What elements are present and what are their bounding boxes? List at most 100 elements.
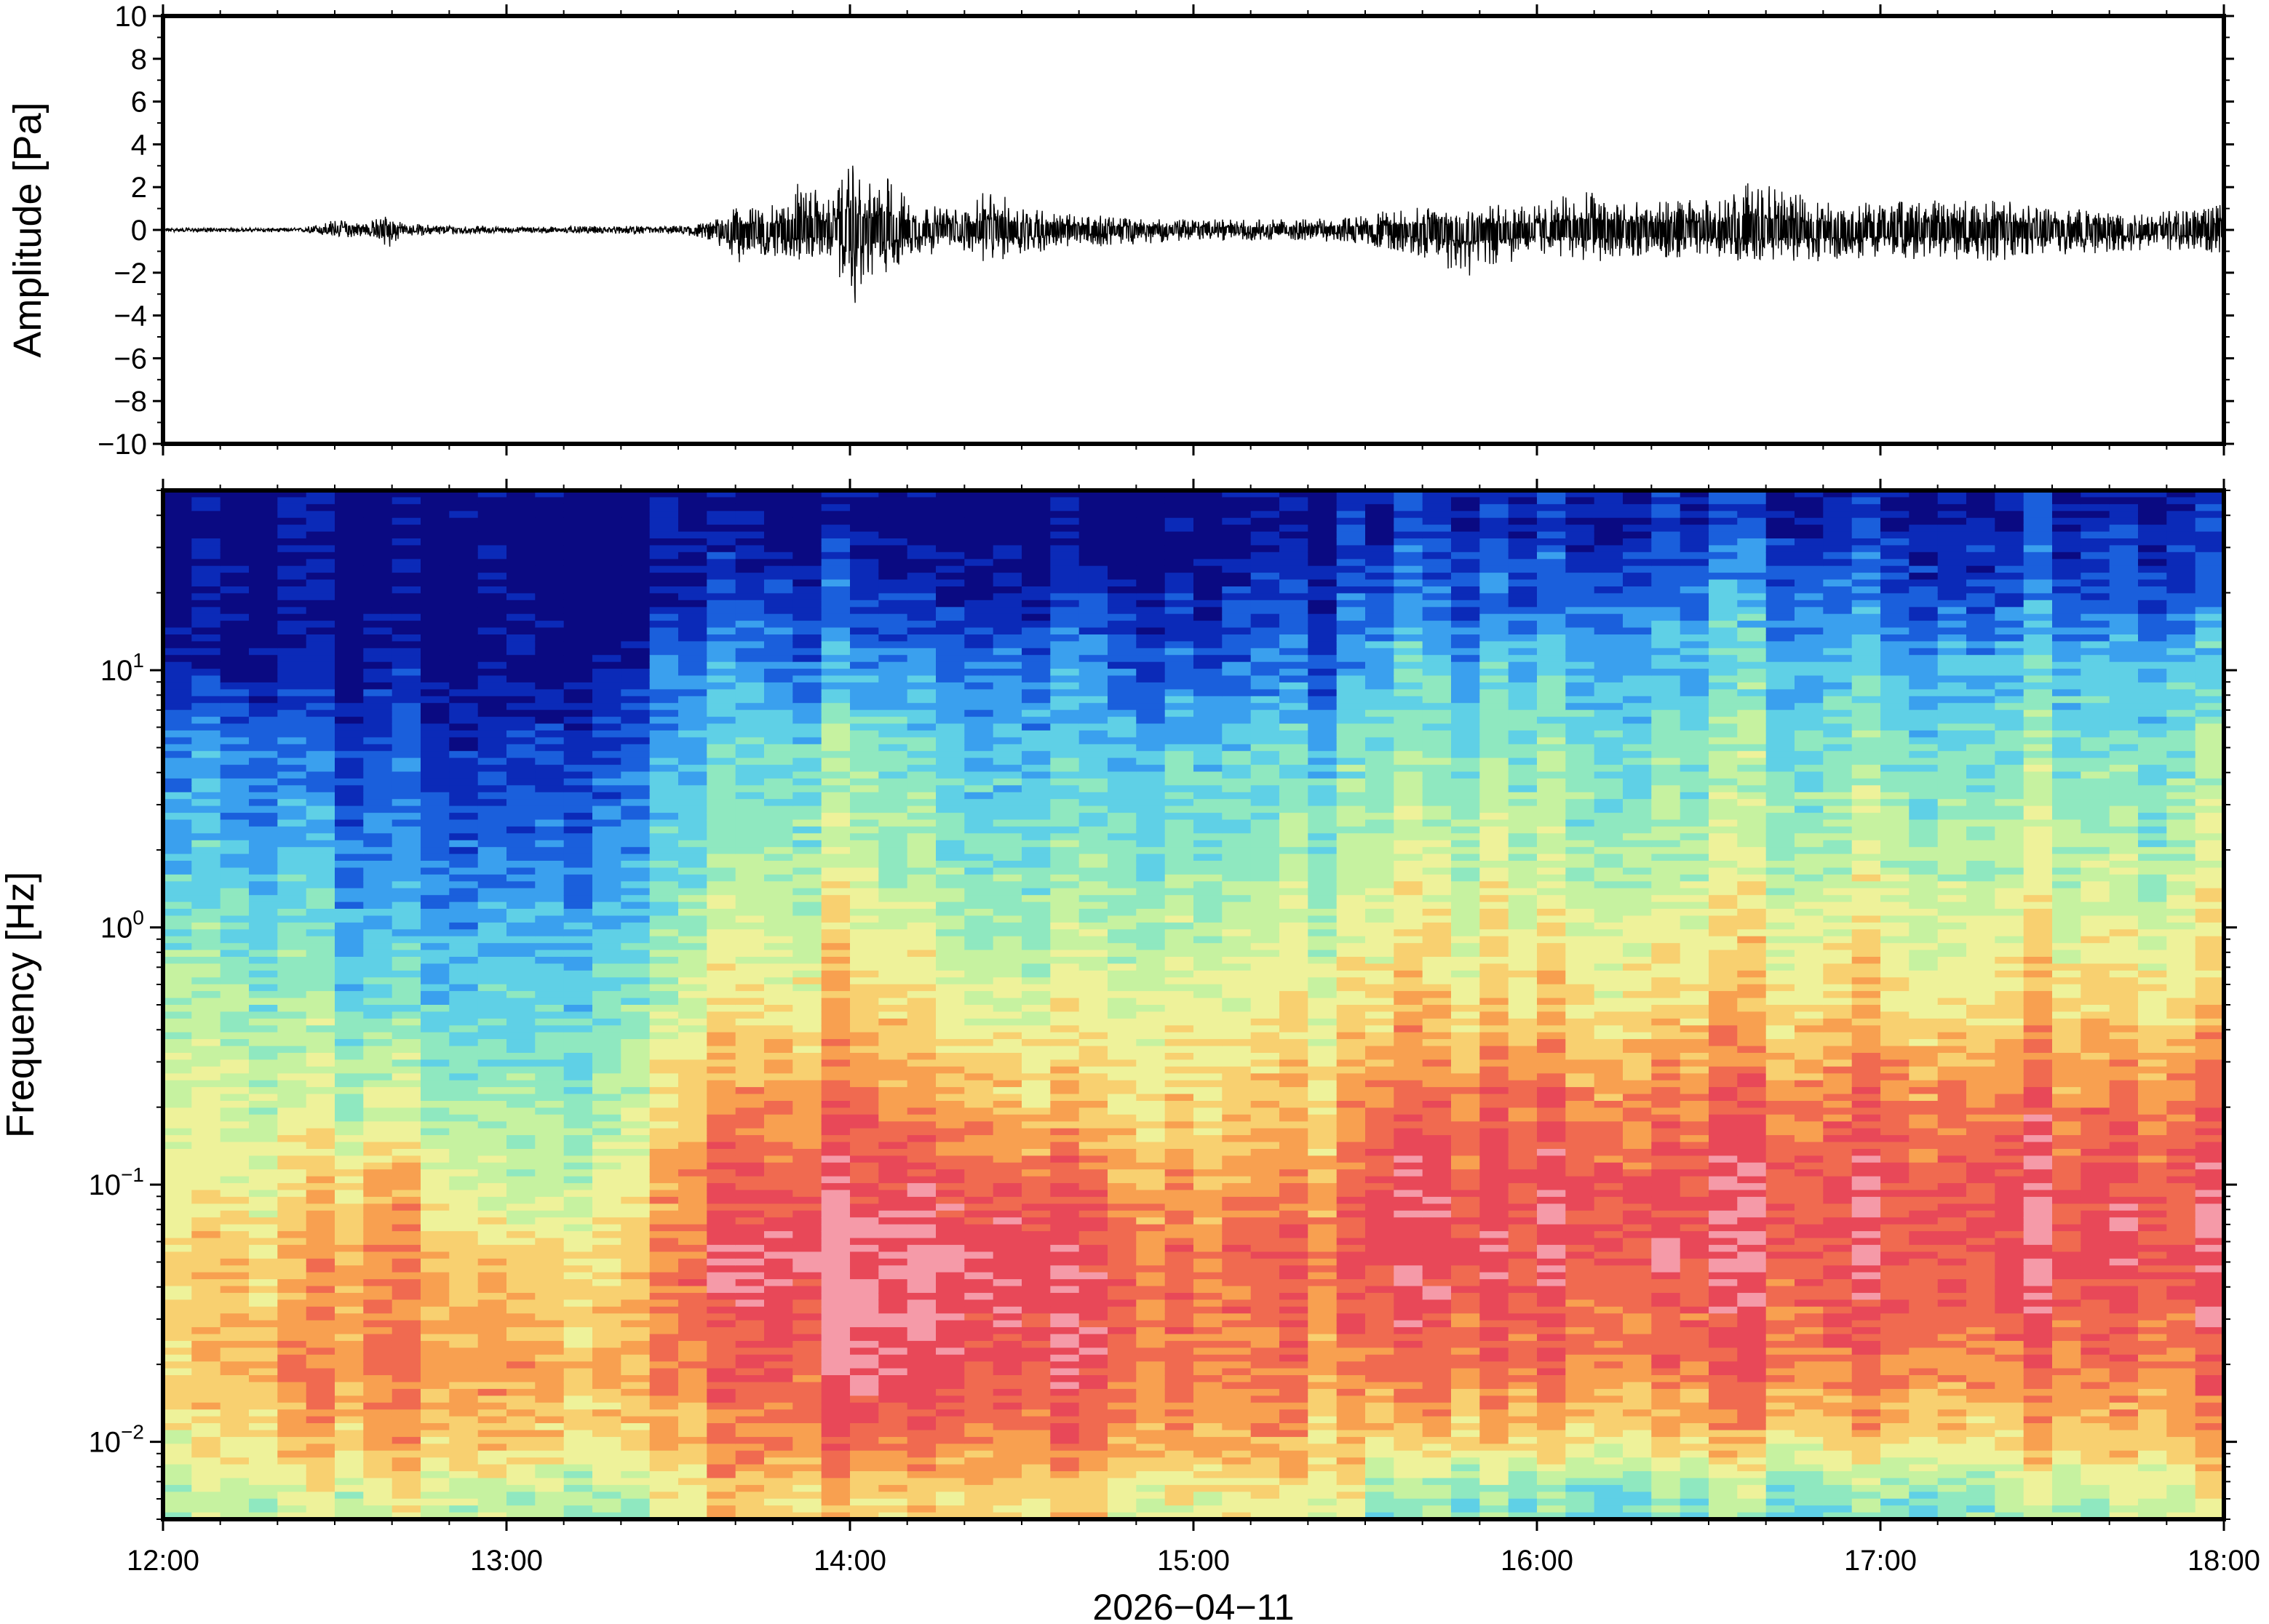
spectrogram-cell — [220, 1059, 250, 1067]
spectrogram-cell — [592, 538, 622, 546]
spectrogram-cell — [363, 723, 393, 731]
spectrogram-cell — [277, 1196, 307, 1205]
spectrogram-cell — [335, 1169, 365, 1177]
spectrogram-cell — [936, 655, 966, 663]
spectrogram-cell — [936, 737, 966, 745]
spectrogram-cell — [506, 1444, 536, 1452]
spectrogram-cell — [220, 765, 250, 773]
spectrogram-cell — [792, 573, 822, 581]
spectrogram-cell — [163, 977, 193, 985]
spectrogram-cell — [449, 1142, 479, 1150]
spectrogram-cell — [535, 1128, 565, 1136]
spectrogram-cell — [392, 1107, 421, 1115]
spectrogram-cell — [1050, 1107, 1080, 1115]
spectrogram-cell — [363, 1334, 393, 1342]
spectrogram-cell — [506, 517, 536, 525]
spectrogram-cell — [735, 517, 765, 525]
spectrogram-cell — [249, 1107, 279, 1115]
spectrogram-cell — [621, 723, 651, 731]
spectrogram-cell — [792, 1107, 822, 1115]
spectrogram-cell — [993, 1005, 1022, 1013]
spectrogram-cell — [649, 1121, 679, 1129]
spectrogram-cell — [678, 1025, 708, 1033]
spectrogram-cell — [649, 977, 679, 985]
spectrogram-cell — [392, 503, 421, 512]
spectrogram-cell — [163, 1142, 193, 1150]
spectrogram-cell — [907, 1375, 937, 1383]
spectrogram-cell — [821, 1238, 851, 1246]
spectrogram-cell — [907, 1354, 937, 1362]
spectrogram-cell — [850, 600, 880, 608]
spectrogram-cell — [821, 1011, 851, 1019]
spectrogram-cell — [306, 1457, 335, 1465]
spectrogram-cell — [907, 525, 937, 533]
spectrogram-cell — [821, 607, 851, 615]
spectrogram-cell — [678, 1299, 708, 1307]
spectrogram-cell — [477, 1382, 507, 1390]
spectrogram-cell — [878, 1183, 908, 1191]
spectrogram-cell — [621, 1059, 651, 1067]
spectrogram-cell — [421, 1368, 450, 1376]
spectrogram-cell — [707, 901, 736, 909]
spectrogram-cell — [850, 929, 880, 937]
spectrogram-cell — [392, 1327, 421, 1335]
spectrogram-cell — [191, 1053, 221, 1061]
spectrogram-cell — [936, 833, 966, 841]
spectrogram-cell — [191, 675, 221, 683]
spectrogram-cell — [363, 503, 393, 512]
spectrogram-cell — [563, 1073, 593, 1081]
spectrogram-cell — [621, 1224, 651, 1232]
spectrogram-cell — [277, 1224, 307, 1232]
spectrogram-cell — [678, 1505, 708, 1513]
spectrogram-cell — [220, 1128, 250, 1136]
spectrogram-cell — [191, 634, 221, 642]
spectrogram-cell — [764, 751, 794, 759]
spectrogram-cell — [1022, 1388, 1052, 1397]
spectrogram-cell — [191, 627, 221, 635]
spectrogram-cell — [592, 785, 622, 793]
spectrogram-cell — [993, 1388, 1022, 1397]
spectrogram-cell — [1022, 703, 1052, 711]
spectrogram-cell — [392, 648, 421, 656]
spectrogram-cell — [535, 1286, 565, 1294]
spectrogram-cell — [678, 984, 708, 992]
spectrogram-cell — [477, 1368, 507, 1376]
spectrogram-cell — [249, 833, 279, 841]
spectrogram-cell — [993, 579, 1022, 587]
spectrogram-cell — [363, 1375, 393, 1383]
spectrogram-cell — [649, 545, 679, 553]
spectrogram-cell — [764, 785, 794, 793]
spectrogram-cell — [506, 1292, 536, 1301]
spectrogram-cell — [936, 1444, 966, 1452]
spectrogram-cell — [363, 1354, 393, 1362]
spectrogram-cell — [592, 874, 622, 883]
spectrogram-cell — [335, 703, 365, 711]
spectrogram-cell — [850, 1183, 880, 1191]
spectrogram-cell — [821, 1231, 851, 1239]
spectrogram-cell — [707, 641, 736, 649]
spectrogram-cell — [306, 757, 335, 765]
spectrogram-cell — [506, 915, 536, 923]
spectrogram-cell — [421, 778, 450, 787]
spectrogram-cell — [249, 1409, 279, 1417]
spectrogram-cell — [592, 1190, 622, 1198]
spectrogram-cell — [850, 881, 880, 889]
spectrogram-cell — [191, 765, 221, 773]
spectrogram-cell — [449, 1135, 479, 1143]
spectrogram-cell — [707, 1087, 736, 1095]
spectrogram-cell — [535, 765, 565, 773]
spectrogram-cell — [477, 1348, 507, 1356]
spectrogram-cell — [764, 1080, 794, 1088]
spectrogram-cell — [191, 1073, 221, 1081]
spectrogram-cell — [1022, 943, 1052, 951]
spectrogram-cell — [936, 1080, 966, 1088]
spectrogram-cell — [306, 1272, 335, 1280]
spectrogram-cell — [477, 1142, 507, 1150]
spectrogram-cell — [277, 1107, 307, 1115]
spectrogram-cell — [306, 1327, 335, 1335]
spectrogram-cell — [421, 840, 450, 848]
spectrogram-cell — [1022, 1101, 1052, 1109]
spectrogram-cell — [821, 538, 851, 546]
spectrogram-cell — [993, 963, 1022, 971]
spectrogram-cell — [277, 669, 307, 677]
